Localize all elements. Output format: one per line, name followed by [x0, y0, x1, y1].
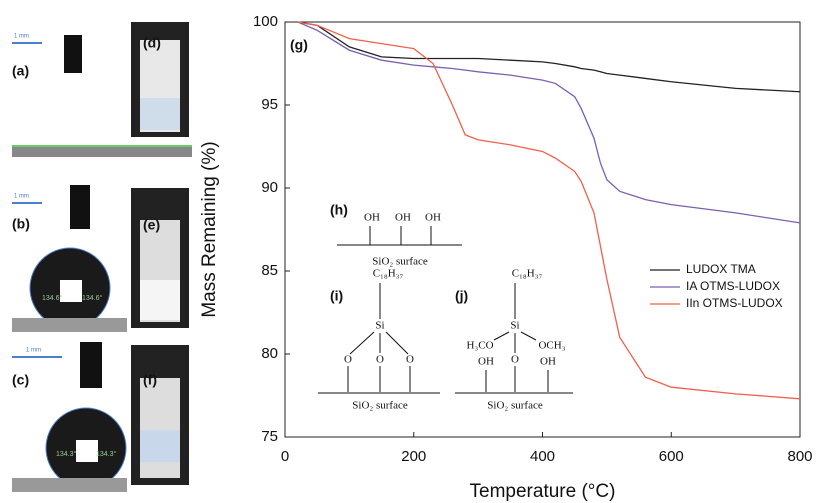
chem-text: OH — [364, 212, 380, 224]
vial-liquid — [140, 98, 180, 130]
inset-h: (h) OH OH OH SiO₂ surface — [330, 202, 462, 268]
legend-label: LUDOX TMA — [686, 262, 756, 276]
panel-label: (c) — [12, 372, 29, 388]
needle — [80, 342, 102, 388]
vial-liquid — [140, 430, 180, 462]
substrate — [12, 145, 192, 157]
line-series — [297, 21, 801, 400]
chem-text: H₃CO — [466, 340, 493, 352]
substrate — [12, 478, 127, 492]
inset-label: (h) — [330, 202, 348, 218]
chem-text: Si — [375, 320, 384, 332]
chem-text: C₁₈H₃₇ — [512, 268, 543, 280]
line-series — [297, 21, 801, 224]
scale-text: 1 mm — [14, 194, 29, 200]
chem-text: SiO₂ surface — [372, 256, 428, 268]
photo-a — [8, 5, 126, 160]
vial-liquid — [140, 280, 180, 320]
bonds — [455, 283, 573, 394]
bonds — [337, 226, 462, 246]
y-tick-label: 90 — [261, 179, 278, 196]
vial — [140, 378, 180, 478]
chem-text: OH — [395, 212, 411, 224]
x-tick-label: 200 — [401, 448, 426, 465]
x-tick-label: 0 — [281, 448, 289, 465]
bonds — [318, 283, 440, 394]
inset-i: (i) C₁₈H₃₇ Si O O O SiO₂ surface — [318, 268, 440, 412]
x-axis-label: Temperature (°C) — [470, 481, 616, 502]
chem-text: O — [511, 354, 519, 366]
panel-label: (a) — [12, 63, 29, 79]
contact-angle: 134.3° — [56, 450, 77, 458]
contact-angle: 134.6° — [82, 294, 103, 302]
inset-label: (j) — [455, 288, 468, 304]
x-tick-label: 600 — [659, 448, 684, 465]
scale-text: 1 mm — [26, 348, 41, 354]
reflection — [60, 280, 82, 302]
plot-frame — [284, 21, 801, 438]
contact-angle: 134.3° — [96, 450, 117, 458]
panel-label: (d) — [143, 35, 161, 51]
reflection — [76, 440, 98, 462]
y-tick-label: 75 — [261, 428, 278, 445]
needle — [64, 35, 82, 73]
y-tick-label: 85 — [261, 262, 278, 279]
x-tick-label: 800 — [787, 448, 812, 465]
inset-label: (i) — [330, 288, 343, 304]
x-tick-label: 400 — [530, 448, 555, 465]
panel-label: (b) — [12, 216, 30, 232]
scale-text: 1 mm — [14, 34, 29, 40]
y-tick-label: 100 — [253, 13, 278, 30]
chem-text: O — [406, 354, 414, 366]
contact-angle: 134.6° — [42, 294, 63, 302]
panel-label: (e) — [143, 217, 160, 233]
photos — [8, 5, 192, 492]
inset-j: (j) C₁₈H₃₇ Si H₃CO OCH₃ O OH OH SiO₂ sur… — [455, 268, 573, 412]
chem-text: SiO₂ surface — [487, 400, 543, 412]
chem-text: O — [376, 354, 384, 366]
y-tick-label: 80 — [261, 345, 278, 362]
chem-text: OH — [540, 356, 556, 368]
substrate — [12, 318, 127, 332]
chem-text: OH — [425, 212, 441, 224]
panel-label: (f) — [143, 372, 157, 388]
chem-text: OH — [478, 356, 494, 368]
y-tick-label: 95 — [261, 96, 278, 113]
chem-text: SiO₂ surface — [352, 400, 408, 412]
needle — [70, 185, 90, 229]
line-series — [297, 21, 801, 93]
legend-label: IIn OTMS-LUDOX — [686, 296, 783, 310]
legend-label: IA OTMS-LUDOX — [686, 279, 780, 293]
panel-label: (g) — [290, 37, 308, 53]
y-axis-label: Mass Remaining (%) — [199, 141, 220, 317]
chart: 75 80 85 90 95 100 0 200 400 600 800 Temperature (°… — [199, 13, 813, 502]
chem-text: OCH₃ — [538, 340, 565, 352]
chem-text: O — [344, 354, 352, 366]
chem-text: Si — [510, 320, 519, 332]
chem-text: C₁₈H₃₇ — [373, 268, 404, 280]
